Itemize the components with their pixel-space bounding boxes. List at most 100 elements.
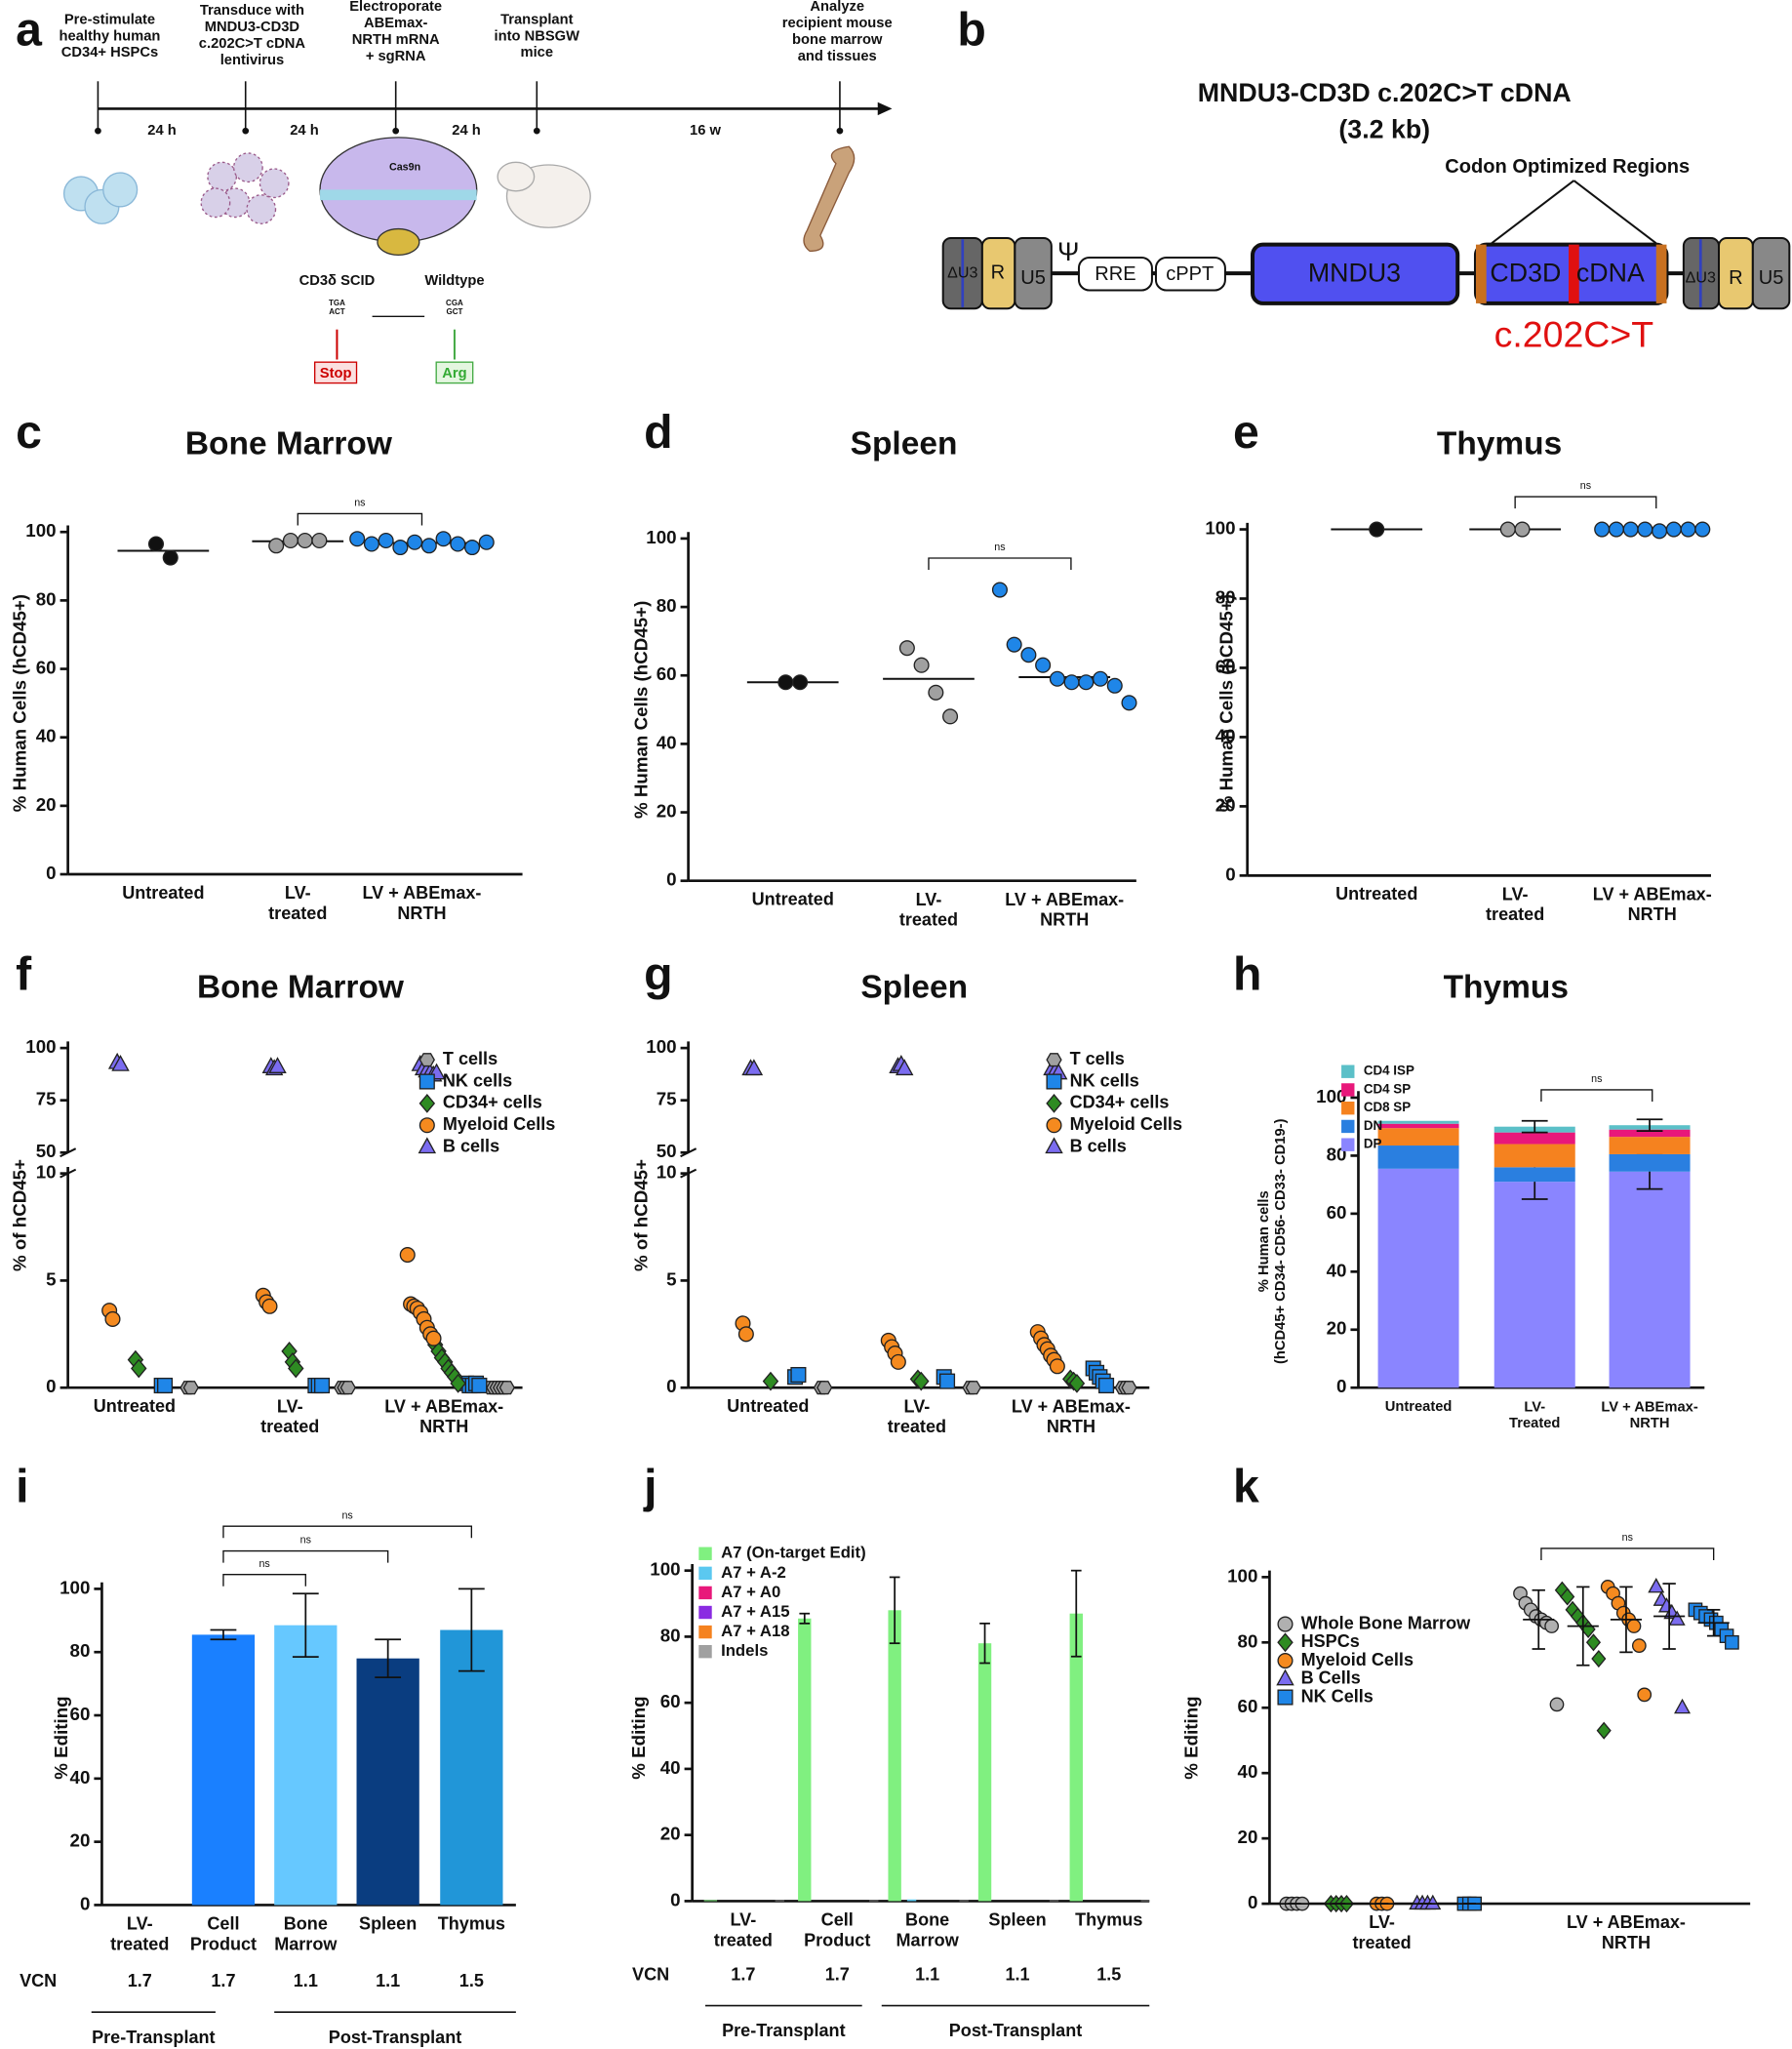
legend-swatch bbox=[698, 1605, 712, 1620]
element-label: R bbox=[991, 261, 1005, 283]
chart-title: Spleen bbox=[851, 426, 958, 462]
point bbox=[1637, 521, 1653, 538]
stop-label: Stop bbox=[320, 366, 352, 382]
point bbox=[1049, 1358, 1065, 1375]
y-tick-label: 40 bbox=[36, 726, 57, 746]
bar-segment bbox=[1377, 1128, 1459, 1146]
panel-letter: g bbox=[644, 948, 672, 1001]
element-box bbox=[1251, 242, 1460, 305]
point bbox=[1277, 1689, 1294, 1706]
point bbox=[1665, 521, 1682, 538]
mouse-head bbox=[497, 161, 536, 192]
bar bbox=[274, 1625, 338, 1906]
legend-swatch bbox=[1341, 1119, 1355, 1134]
bar bbox=[703, 1900, 718, 1902]
point bbox=[1121, 695, 1137, 711]
legend-label: Indels bbox=[721, 1641, 768, 1660]
vcn-value: 1.1 bbox=[376, 1971, 400, 1990]
point bbox=[1622, 521, 1639, 538]
group-label: Pre-Transplant bbox=[722, 2021, 845, 2040]
y-tick-label: 60 bbox=[1215, 656, 1236, 676]
y-tick-label: 80 bbox=[70, 1640, 91, 1661]
y-tick-label: 40 bbox=[70, 1767, 91, 1788]
x-tick-label: Spleen bbox=[359, 1913, 417, 1933]
vcn-value: 1.7 bbox=[825, 1965, 850, 1985]
element-label: Ψ bbox=[1057, 237, 1079, 266]
codon-region bbox=[1475, 244, 1487, 303]
mutation-site bbox=[1569, 244, 1579, 303]
point bbox=[471, 1377, 488, 1394]
point bbox=[1020, 647, 1037, 663]
point bbox=[1631, 1638, 1647, 1654]
point bbox=[311, 532, 328, 549]
significance-label: ns bbox=[1580, 480, 1591, 492]
point bbox=[363, 536, 379, 552]
element-label: cDNA bbox=[1576, 259, 1645, 288]
point bbox=[111, 1055, 130, 1071]
point bbox=[1106, 677, 1123, 694]
bar-segment bbox=[1493, 1182, 1575, 1388]
point bbox=[1674, 1698, 1692, 1714]
point bbox=[790, 1367, 807, 1384]
before-label: CD3δ SCID bbox=[299, 273, 376, 289]
point bbox=[418, 1117, 435, 1134]
point bbox=[131, 1358, 147, 1379]
point bbox=[1608, 521, 1624, 538]
vcn-value: 1.1 bbox=[915, 1965, 939, 1985]
interval-label: 24 h bbox=[147, 123, 176, 139]
point bbox=[1078, 674, 1095, 691]
point bbox=[1694, 521, 1711, 538]
mutation-label: c.202C>T bbox=[1494, 314, 1654, 355]
legend-label: NK cells bbox=[443, 1070, 512, 1090]
x-tick-label: Untreated bbox=[94, 1396, 176, 1416]
y-axis-label: % Human cells(hCD45+ CD34- CD56- CD33- C… bbox=[1256, 1118, 1289, 1364]
y-tick-label: 5 bbox=[666, 1268, 676, 1289]
y-tick-label: 20 bbox=[70, 1830, 91, 1851]
x-tick-label: LV-Treated bbox=[1509, 1399, 1560, 1431]
y-tick-label: 80 bbox=[660, 1625, 681, 1645]
vcn-value: 1.1 bbox=[294, 1971, 318, 1990]
bar bbox=[888, 1610, 901, 1902]
bar-segment bbox=[1493, 1167, 1575, 1183]
legend-label: B cells bbox=[443, 1136, 499, 1155]
x-tick-label: LV-treated bbox=[1352, 1912, 1411, 1952]
point bbox=[816, 1381, 833, 1395]
legend-swatch bbox=[1341, 1065, 1355, 1078]
dna bbox=[320, 189, 477, 201]
x-tick-label: Untreated bbox=[752, 890, 834, 909]
point bbox=[314, 1377, 331, 1394]
point bbox=[1098, 1377, 1115, 1394]
significance-bracket bbox=[928, 557, 1072, 571]
vcn-value: 1.7 bbox=[211, 1971, 235, 1990]
panel-letter: i bbox=[16, 1460, 28, 1512]
bar-segment bbox=[1609, 1137, 1691, 1154]
legend-swatch bbox=[1341, 1101, 1355, 1115]
point bbox=[1046, 1117, 1062, 1134]
significance-label: ns bbox=[1622, 1532, 1633, 1544]
step-label: Pre-stimulate healthy human CD34+ HSPCs bbox=[60, 12, 161, 60]
point bbox=[1369, 521, 1385, 538]
point bbox=[895, 1059, 914, 1076]
panel-letter: b bbox=[957, 3, 985, 56]
group-label: Post-Transplant bbox=[329, 2028, 462, 2047]
y-tick-label: 0 bbox=[46, 1376, 56, 1396]
x-tick-label: LV-treated bbox=[260, 1396, 319, 1436]
y-tick-label: 0 bbox=[80, 1893, 90, 1913]
point bbox=[1637, 1687, 1653, 1703]
point bbox=[1049, 670, 1065, 687]
x-tick-label: Thymus bbox=[1075, 1909, 1142, 1929]
point bbox=[1093, 670, 1109, 687]
point bbox=[261, 1298, 278, 1314]
point bbox=[498, 1381, 515, 1395]
bar-segment bbox=[1377, 1123, 1459, 1129]
y-tick-label: 5 bbox=[46, 1268, 56, 1289]
legend-swatch bbox=[1341, 1083, 1355, 1097]
point bbox=[1006, 636, 1022, 653]
point bbox=[1277, 1616, 1294, 1632]
point bbox=[1668, 1610, 1686, 1626]
legend-swatch bbox=[698, 1586, 712, 1600]
axis-break bbox=[60, 1168, 77, 1179]
bar bbox=[191, 1634, 256, 1906]
legend-label: A7 + A-2 bbox=[721, 1563, 786, 1582]
bar-segment bbox=[1377, 1145, 1459, 1169]
